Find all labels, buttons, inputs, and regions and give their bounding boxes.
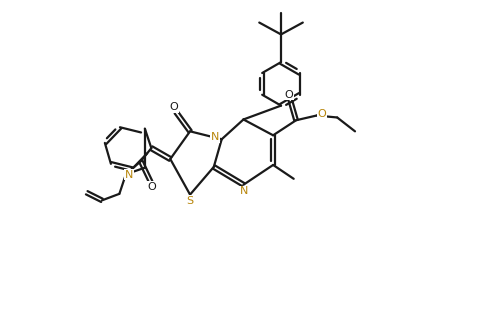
- Text: O: O: [318, 109, 326, 119]
- Text: O: O: [285, 90, 293, 99]
- Text: N: N: [240, 186, 248, 196]
- Text: O: O: [170, 102, 179, 112]
- Text: S: S: [186, 196, 193, 206]
- Text: N: N: [211, 132, 219, 142]
- Text: O: O: [147, 182, 156, 192]
- Text: N: N: [125, 170, 133, 180]
